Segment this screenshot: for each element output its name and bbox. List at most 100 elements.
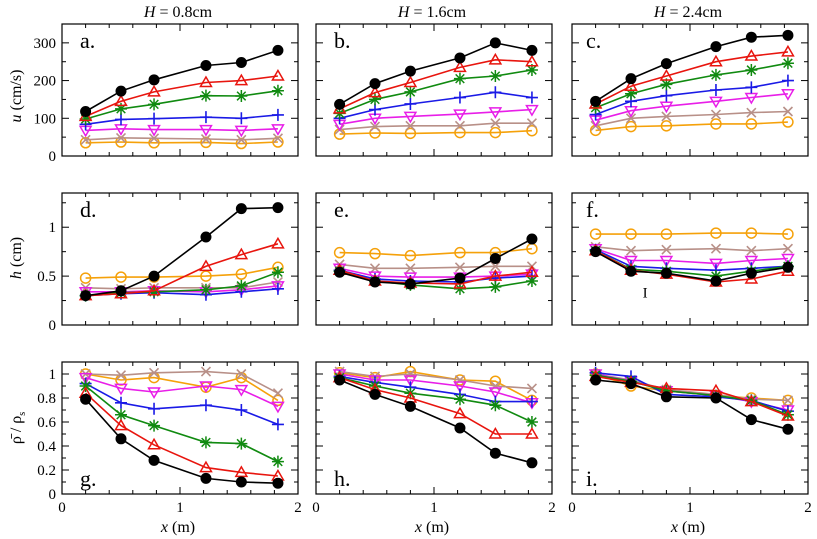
data-point-blue bbox=[148, 402, 161, 415]
y-axis-label-h: h (cm) bbox=[8, 237, 25, 279]
data-point-blue bbox=[745, 81, 758, 94]
series-line-magenta bbox=[339, 373, 533, 404]
data-point-red bbox=[781, 44, 795, 57]
x-tick-label: 1 bbox=[430, 500, 438, 516]
data-point-tan bbox=[782, 106, 794, 117]
data-point-green bbox=[199, 436, 212, 449]
data-point-tan bbox=[200, 133, 212, 145]
data-point-magenta bbox=[709, 96, 723, 109]
data-point-magenta bbox=[403, 111, 418, 124]
data-point-black bbox=[782, 29, 794, 41]
panel-label: c. bbox=[586, 28, 601, 53]
data-point-tan bbox=[746, 245, 757, 256]
data-point-black bbox=[369, 276, 381, 288]
data-point-blue bbox=[235, 112, 248, 125]
x-tick-label: 1 bbox=[686, 500, 694, 516]
data-point-black bbox=[660, 58, 672, 70]
data-point-black bbox=[80, 290, 92, 302]
series-line-black bbox=[85, 49, 279, 113]
data-point-red bbox=[659, 69, 674, 81]
series-line-green bbox=[85, 385, 279, 463]
series-line-red bbox=[595, 51, 788, 105]
y-tick-label: 0 bbox=[49, 318, 57, 334]
data-point-tan bbox=[148, 367, 160, 378]
data-point-black bbox=[272, 202, 284, 214]
data-point-red bbox=[781, 409, 795, 421]
data-point-black bbox=[526, 457, 538, 469]
data-point-orange bbox=[369, 247, 381, 260]
data-point-black bbox=[782, 261, 794, 273]
data-point-orange bbox=[235, 371, 248, 384]
data-point-magenta bbox=[271, 401, 285, 414]
x-axis-label-3: x (m) bbox=[670, 519, 705, 536]
data-point-green bbox=[489, 399, 502, 412]
data-point-red bbox=[525, 265, 539, 277]
data-point-red bbox=[525, 54, 539, 67]
data-point-magenta bbox=[744, 255, 759, 268]
data-point-black bbox=[115, 85, 127, 97]
data-point-red bbox=[199, 75, 213, 88]
data-point-green bbox=[489, 280, 502, 293]
data-point-black bbox=[80, 105, 92, 117]
series-line-magenta bbox=[595, 93, 788, 121]
panel-label: f. bbox=[586, 197, 599, 222]
data-point-magenta bbox=[525, 104, 539, 117]
data-point-blue bbox=[148, 112, 161, 125]
data-point-tan bbox=[490, 380, 501, 392]
panel-a: 0 100 200 300 a. bbox=[34, 23, 299, 165]
series-line-blue bbox=[595, 79, 789, 116]
data-point-red bbox=[744, 49, 759, 61]
data-point-green bbox=[369, 93, 381, 106]
panel-label: b. bbox=[334, 28, 351, 53]
data-point-black bbox=[590, 374, 602, 386]
data-point-blue bbox=[369, 103, 381, 116]
data-point-orange bbox=[745, 227, 758, 239]
data-point-red bbox=[147, 283, 161, 296]
column-title-2: H = 1.6cm bbox=[397, 4, 467, 21]
data-point-orange bbox=[660, 120, 673, 132]
data-point-magenta bbox=[659, 101, 674, 114]
data-point-green bbox=[79, 380, 92, 392]
data-point-magenta bbox=[368, 271, 382, 284]
data-point-tan bbox=[405, 368, 416, 380]
data-point-tan bbox=[782, 395, 794, 406]
panel-g: 0 1 2 0 0.2 0.4 0.6 0.8 1 g. bbox=[37, 361, 302, 516]
data-point-tan bbox=[661, 111, 672, 122]
data-point-black bbox=[334, 266, 346, 278]
series-line-green bbox=[595, 62, 789, 109]
data-point-black bbox=[200, 231, 212, 243]
data-point-blue bbox=[199, 399, 212, 412]
data-point-magenta bbox=[744, 92, 759, 105]
data-point-red bbox=[453, 276, 467, 289]
data-point-orange bbox=[782, 116, 794, 128]
series-line-red bbox=[339, 376, 532, 435]
data-point-green bbox=[199, 89, 212, 102]
panel-b: b. bbox=[315, 23, 553, 157]
data-point-black bbox=[200, 472, 212, 484]
data-point-red bbox=[114, 418, 128, 431]
y-tick-label: 0.6 bbox=[37, 415, 56, 431]
data-point-tan bbox=[454, 262, 466, 273]
data-point-magenta bbox=[271, 281, 285, 293]
data-point-magenta bbox=[453, 109, 467, 122]
data-point-orange bbox=[454, 246, 466, 259]
series-line-red bbox=[339, 269, 532, 285]
data-point-green bbox=[781, 57, 794, 70]
data-point-black bbox=[235, 56, 247, 68]
data-point-tan bbox=[369, 121, 381, 132]
data-point-green bbox=[235, 279, 248, 292]
series-line-black bbox=[85, 206, 278, 297]
data-point-red bbox=[199, 460, 213, 473]
x-axis-label-2: x (m) bbox=[414, 519, 449, 536]
data-point-green bbox=[489, 70, 502, 83]
data-point-black bbox=[745, 414, 757, 426]
data-point-magenta bbox=[488, 107, 503, 119]
series-line-black bbox=[595, 34, 788, 102]
data-point-green bbox=[199, 283, 212, 296]
data-point-blue bbox=[115, 396, 127, 409]
series-line-tan bbox=[85, 137, 278, 141]
data-point-magenta bbox=[147, 124, 161, 137]
data-point-magenta bbox=[781, 253, 795, 266]
series-line-red bbox=[595, 375, 789, 417]
data-point-orange bbox=[235, 137, 248, 150]
